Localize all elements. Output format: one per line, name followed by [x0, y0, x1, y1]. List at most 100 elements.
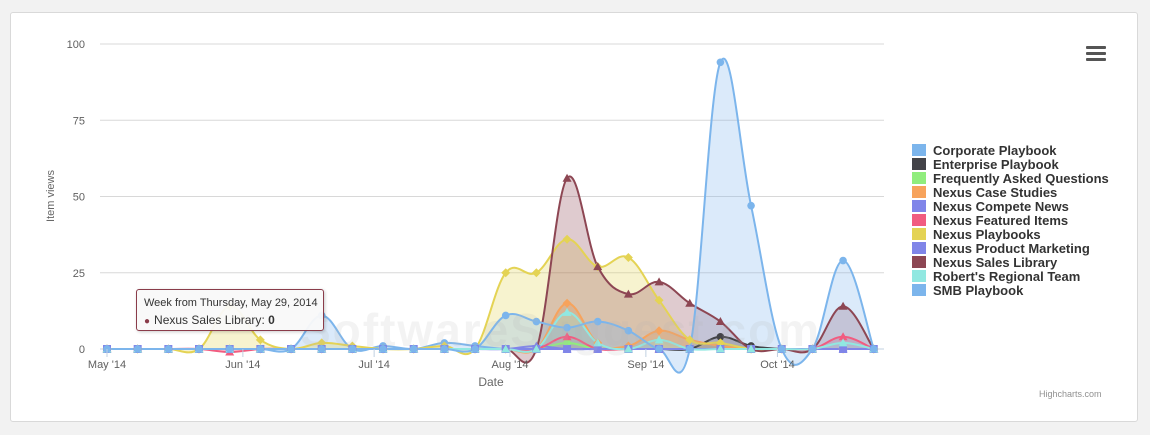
legend-swatch	[912, 144, 926, 156]
data-point-marker[interactable]: SMB Playbook: 0	[685, 345, 694, 353]
series-area	[107, 58, 874, 373]
data-point-marker[interactable]: SMB Playbook: 0	[164, 345, 173, 353]
legend-swatch	[912, 256, 926, 268]
chart-tooltip: Week from Thursday, May 29, 2014 ● Nexus …	[136, 289, 324, 331]
data-point-marker[interactable]: Nexus Playbooks: 25	[531, 268, 541, 278]
data-point-marker[interactable]: SMB Playbook: 0	[379, 345, 387, 353]
data-point-marker[interactable]: SMB Playbook: 0	[348, 345, 357, 353]
y-tick-label: 75	[73, 115, 85, 127]
data-point-marker[interactable]: Nexus Playbooks: 30	[623, 253, 633, 262]
data-point-marker[interactable]: Nexus Sales Library: 22	[654, 277, 664, 286]
data-point-marker[interactable]: SMB Playbook: 0	[195, 345, 203, 353]
data-point-marker[interactable]: SMB Playbook: 0	[655, 345, 663, 353]
tooltip-value: 0	[268, 313, 275, 327]
data-point-marker[interactable]: Nexus Sales Library: 56	[562, 173, 572, 182]
data-point-marker[interactable]: SMB Playbook: 0	[225, 345, 234, 353]
data-point-marker[interactable]: SMB Playbook: 0	[317, 345, 326, 353]
legend-swatch	[912, 200, 926, 212]
data-point-marker[interactable]: Robert's Regional Team: 0	[501, 344, 511, 353]
chart-menu-button[interactable]	[1086, 46, 1106, 64]
data-point-marker[interactable]: Robert's Regional Team: 0	[531, 344, 541, 353]
data-point-marker[interactable]: Robert's Regional Team: 0	[715, 344, 725, 353]
data-point-marker[interactable]: Robert's Regional Team: 3	[654, 335, 664, 344]
legend-item[interactable]: Enterprise Playbook	[912, 157, 1109, 172]
chart-card	[10, 12, 1138, 422]
data-point-marker[interactable]: SMB Playbook: 0	[256, 345, 265, 353]
data-point-marker[interactable]: Nexus Case Studies: 15	[562, 298, 572, 308]
data-point-marker[interactable]: Nexus Playbooks: 3	[685, 335, 695, 345]
data-point-marker[interactable]: Nexus Playbooks: 16	[654, 295, 664, 305]
legend-item[interactable]: Nexus Featured Items	[912, 213, 1109, 228]
data-point-marker[interactable]: Nexus Featured Items: 4	[838, 332, 848, 341]
legend-label: Corporate Playbook	[933, 142, 1057, 158]
legend-item[interactable]: Robert's Regional Team	[912, 268, 1109, 284]
data-point-marker[interactable]: Nexus Featured Items: 4	[562, 332, 572, 341]
tooltip-header: Week from Thursday, May 29, 2014	[144, 297, 318, 309]
data-point-marker[interactable]: Robert's Regional Team: 0	[746, 344, 756, 353]
y-tick-label: 50	[73, 192, 85, 204]
x-tick-label: Jun '14	[225, 359, 260, 371]
legend-swatch	[912, 214, 926, 226]
data-point-marker[interactable]: SMB Playbook: 6	[624, 326, 633, 335]
y-axis-title: Item views	[45, 170, 57, 222]
legend-label: Nexus Compete News	[933, 198, 1069, 214]
legend-item[interactable]: Nexus Product Marketing	[912, 241, 1109, 256]
legend-label: Nexus Sales Library	[933, 254, 1058, 270]
x-tick-label: Jul '14	[358, 359, 389, 371]
data-point-marker[interactable]: Nexus Product Marketing: 0	[839, 345, 848, 353]
data-point-marker[interactable]: Robert's Regional Team: 2	[593, 338, 603, 347]
data-point-marker[interactable]: Nexus Product Marketing: 0	[593, 345, 602, 353]
legend-item[interactable]: Nexus Compete News	[912, 198, 1109, 214]
legend-item[interactable]: Corporate Playbook	[912, 142, 1109, 158]
data-point-marker[interactable]: SMB Playbook: 0	[409, 345, 418, 353]
data-point-marker[interactable]: SMB Playbook: 9	[532, 317, 541, 326]
data-point-marker[interactable]: Nexus Playbooks: 25	[501, 268, 511, 278]
data-point-marker[interactable]: Nexus Sales Library: 9	[715, 317, 725, 326]
watermark: SoftwareSuggest.com	[300, 304, 822, 356]
legend-item[interactable]: SMB Playbook	[912, 283, 1109, 298]
y-tick-label: 0	[79, 344, 85, 356]
data-point-marker[interactable]: SMB Playbook: 29	[839, 256, 847, 265]
data-point-marker[interactable]: SMB Playbook: 0	[440, 345, 449, 353]
data-point-marker[interactable]: SMB Playbook: 9	[593, 317, 602, 326]
legend-item[interactable]: Frequently Asked Questions	[912, 171, 1109, 186]
data-point-marker[interactable]: Robert's Regional Team: 0	[623, 344, 633, 353]
legend-swatch	[912, 270, 926, 282]
data-point-marker[interactable]: Frequently Asked Questions: 2	[563, 339, 571, 347]
series-area	[107, 303, 874, 353]
legend-swatch	[912, 242, 926, 254]
data-point-marker[interactable]: Nexus Sales Library: 27	[593, 262, 603, 271]
legend-swatch	[912, 158, 926, 170]
data-point-marker[interactable]: Nexus Playbooks: 3	[255, 335, 265, 345]
data-point-marker[interactable]: Nexus Sales Library: 18	[623, 289, 633, 298]
data-point-marker[interactable]: SMB Playbook: 94	[716, 58, 725, 67]
x-tick-label: Aug '14	[492, 359, 529, 371]
data-point-marker[interactable]: Nexus Sales Library: 14	[838, 301, 848, 310]
legend-swatch	[912, 284, 926, 296]
hamburger-icon-bar	[1086, 46, 1106, 49]
data-point-marker[interactable]: SMB Playbook: 0	[777, 345, 786, 353]
data-point-marker[interactable]: SMB Playbook: 11	[501, 311, 510, 320]
data-point-marker[interactable]: SMB Playbook: 0	[808, 345, 817, 353]
x-tick-label: Sep '14	[627, 359, 664, 371]
data-point-marker[interactable]: SMB Playbook: 0	[869, 345, 878, 353]
data-point-marker[interactable]: SMB Playbook: 7	[563, 323, 571, 332]
data-point-marker[interactable]: Nexus Product Marketing: 0	[563, 345, 572, 353]
data-point-marker[interactable]: Enterprise Playbook: 4	[716, 333, 725, 341]
data-point-marker[interactable]: Robert's Regional Team: 2	[838, 338, 848, 347]
data-point-marker[interactable]: SMB Playbook: 47	[747, 201, 755, 210]
credits-link[interactable]: Highcharts.com	[1039, 389, 1102, 399]
legend-item[interactable]: Nexus Case Studies	[912, 185, 1109, 200]
x-tick-label: Oct '14	[760, 359, 795, 371]
data-point-marker[interactable]: SMB Playbook: 0	[471, 345, 479, 353]
legend-item[interactable]: Nexus Playbooks	[912, 227, 1109, 242]
data-point-marker[interactable]: Nexus Case Studies: 6	[654, 326, 664, 336]
legend-label: Robert's Regional Team	[933, 268, 1081, 284]
hamburger-icon-bar	[1086, 58, 1106, 61]
legend-item[interactable]: Nexus Sales Library	[912, 254, 1109, 270]
data-point-marker[interactable]: SMB Playbook: 0	[133, 345, 142, 353]
data-point-marker[interactable]: Nexus Sales Library: 15	[685, 298, 695, 307]
data-point-marker[interactable]: Robert's Regional Team: 12	[562, 307, 572, 316]
data-point-marker[interactable]: Nexus Playbooks: 36	[562, 234, 572, 244]
data-point-marker[interactable]: SMB Playbook: 0	[287, 345, 295, 353]
